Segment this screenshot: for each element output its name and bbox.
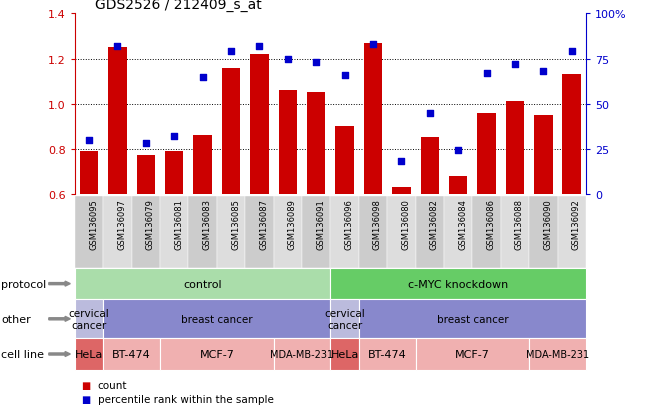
Text: MCF-7: MCF-7 (455, 349, 490, 359)
Bar (307, 93, 326, 194)
Point (368, 42, 378, 48)
Text: GSM136080: GSM136080 (402, 198, 410, 249)
Point (254, 43, 264, 50)
Bar (473, 196, 501, 268)
Text: GSM136089: GSM136089 (288, 198, 297, 249)
Point (538, 69, 549, 75)
Bar (501, 196, 529, 268)
Text: breast cancer: breast cancer (437, 314, 508, 324)
Bar (137, 156, 155, 194)
Text: MCF-7: MCF-7 (199, 349, 234, 359)
Bar (421, 138, 439, 194)
Point (197, 74, 208, 81)
Bar (444, 196, 473, 268)
Text: breast cancer: breast cancer (181, 314, 253, 324)
Text: GDS2526 / 212409_s_at: GDS2526 / 212409_s_at (95, 0, 262, 12)
Text: GSM136085: GSM136085 (231, 198, 240, 249)
Bar (104, 196, 132, 268)
Text: control: control (184, 279, 222, 289)
Text: GSM136092: GSM136092 (572, 198, 581, 249)
Point (84, 137, 94, 143)
Text: percentile rank within the sample: percentile rank within the sample (98, 394, 273, 404)
Bar (75, 196, 104, 268)
Point (339, 72, 350, 79)
Point (112, 43, 122, 50)
Point (481, 71, 492, 77)
Bar (222, 68, 240, 194)
Bar (477, 113, 496, 194)
Point (510, 62, 520, 68)
Point (566, 49, 577, 55)
Text: GSM136081: GSM136081 (174, 198, 183, 249)
Text: GSM136084: GSM136084 (458, 198, 467, 249)
Text: ■: ■ (81, 394, 90, 404)
Bar (335, 127, 353, 194)
Bar (359, 196, 387, 268)
Text: other: other (1, 314, 31, 324)
Text: GSM136090: GSM136090 (544, 198, 552, 249)
Text: GSM136098: GSM136098 (373, 198, 382, 249)
Text: GSM136095: GSM136095 (89, 198, 98, 249)
Bar (449, 176, 467, 194)
Bar (387, 196, 415, 268)
Bar (562, 75, 581, 194)
Bar (245, 196, 273, 268)
Bar (193, 136, 212, 194)
Point (453, 148, 464, 154)
Point (424, 110, 435, 116)
Text: cell line: cell line (1, 349, 44, 359)
Bar (250, 55, 269, 194)
Bar (330, 196, 359, 268)
Text: GSM136097: GSM136097 (117, 198, 126, 249)
Bar (534, 116, 553, 194)
Text: GSM136087: GSM136087 (259, 198, 268, 249)
Point (169, 133, 180, 140)
Bar (273, 196, 302, 268)
Bar (108, 48, 127, 194)
Bar (557, 196, 586, 268)
Bar (392, 188, 411, 194)
Text: GSM136079: GSM136079 (146, 198, 155, 249)
Bar (80, 152, 98, 194)
Text: BT-474: BT-474 (112, 349, 151, 359)
Text: count: count (98, 380, 127, 390)
Bar (529, 196, 557, 268)
Text: GSM136091: GSM136091 (316, 198, 326, 249)
Text: c-MYC knockdown: c-MYC knockdown (408, 279, 508, 289)
Bar (160, 196, 188, 268)
Bar (279, 91, 297, 194)
Text: GSM136083: GSM136083 (202, 198, 212, 249)
Bar (188, 196, 217, 268)
Text: GSM136082: GSM136082 (430, 198, 439, 249)
Point (226, 49, 236, 55)
Point (396, 159, 407, 165)
Text: GSM136086: GSM136086 (486, 198, 495, 249)
Text: MDA-MB-231: MDA-MB-231 (526, 349, 589, 359)
Text: BT-474: BT-474 (368, 349, 406, 359)
Text: GSM136088: GSM136088 (515, 198, 524, 249)
Bar (364, 44, 382, 194)
Bar (132, 196, 160, 268)
Bar (506, 102, 524, 194)
Text: ■: ■ (81, 380, 90, 390)
Text: HeLa: HeLa (75, 349, 104, 359)
Point (283, 56, 293, 63)
Point (311, 59, 322, 66)
Text: MDA-MB-231: MDA-MB-231 (270, 349, 333, 359)
Text: protocol: protocol (1, 279, 47, 289)
Bar (217, 196, 245, 268)
Bar (165, 152, 184, 194)
Bar (415, 196, 444, 268)
Text: GSM136096: GSM136096 (344, 198, 353, 249)
Point (141, 140, 151, 147)
Bar (302, 196, 330, 268)
Text: cervical
cancer: cervical cancer (324, 308, 365, 330)
Text: HeLa: HeLa (331, 349, 359, 359)
Text: cervical
cancer: cervical cancer (69, 308, 109, 330)
